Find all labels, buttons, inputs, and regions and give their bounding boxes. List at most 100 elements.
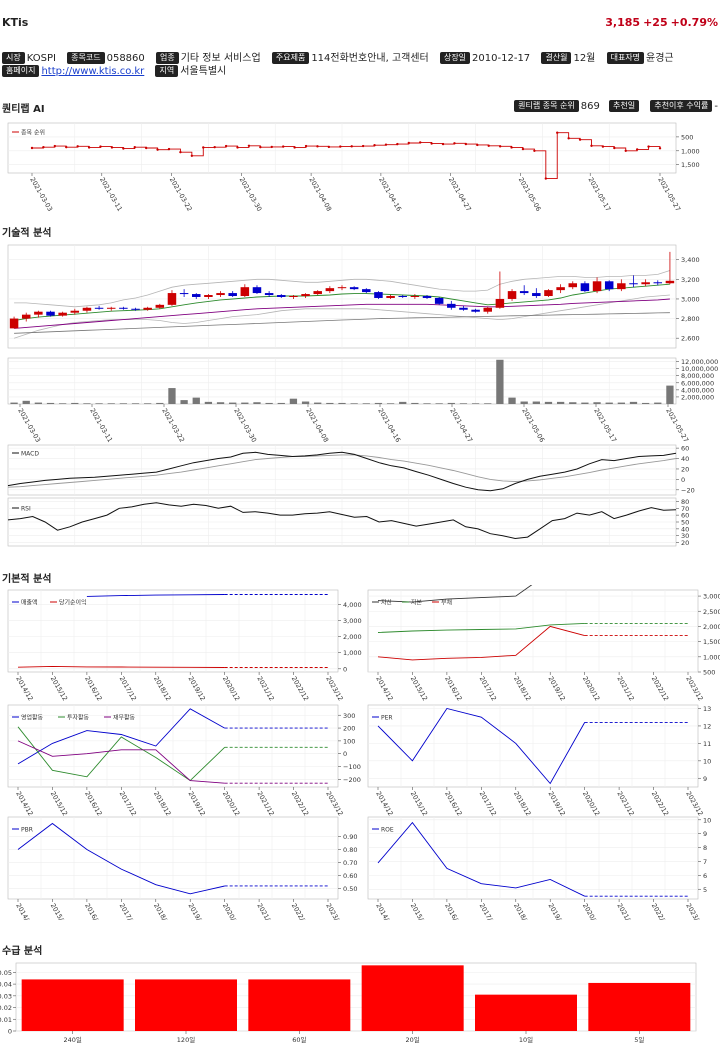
candle-body — [82, 307, 92, 311]
per-xtick-label: 2022/12 — [650, 790, 670, 817]
assets-legend-label: 자산 — [381, 599, 393, 607]
per-xtick-label: 2014/12 — [374, 790, 394, 817]
sales-ytick-label: 4,000 — [343, 601, 362, 609]
candle-body — [106, 307, 116, 309]
volume-bar — [374, 402, 383, 404]
candle-body — [240, 287, 250, 297]
price-ytick-label: 3,200 — [681, 276, 700, 284]
pbr-ytick-label: 0.60 — [343, 872, 357, 880]
fundamental-charts: 0 1,000 2,000 3,000 4,000 2014/12 2015/12 2016/… — [7, 585, 720, 920]
roe-xtick-label: 2023/12 — [684, 902, 704, 920]
volume-bar — [508, 397, 516, 404]
volume-bar — [253, 402, 261, 404]
candle-body — [46, 311, 55, 316]
price-box: 3,185 +25 +0.79% — [602, 16, 718, 29]
volume-bar — [216, 402, 225, 404]
volume-xtick-label: 2021-03-22 — [160, 407, 186, 444]
stock-title: KTis — [2, 16, 29, 29]
candle-body — [568, 283, 578, 288]
section-ai-title: 퀀티랩 AI — [2, 104, 45, 115]
macd-line — [7, 451, 677, 492]
volume-bar — [326, 402, 334, 404]
volume-ytick-label: 10,000,000 — [681, 365, 718, 373]
volume-xtick-label: 2021-04-08 — [304, 407, 330, 444]
info-row-1: 시장 KOSPI 종목코드 058860 업종 기타 정보 서비스업 주요제품 114전… — [2, 52, 682, 66]
candle-body — [119, 307, 128, 309]
section-tech-title: 기술적 분석 — [2, 228, 52, 239]
sales-xtick-label: 2016/12 — [83, 675, 103, 702]
roe-ytick-label: 8 — [703, 844, 707, 852]
volume-bar — [641, 402, 650, 404]
price-ytick-label: 3,000 — [681, 295, 700, 303]
assets-ytick-label: 3,000 — [703, 593, 720, 601]
sales-xtick-label: 2021/12 — [255, 675, 275, 702]
assets-xtick-label: 2014/12 — [374, 675, 394, 702]
per-ytick-label: 13 — [703, 705, 711, 713]
volume-bar — [59, 403, 67, 404]
volume-bar — [520, 401, 528, 404]
candle-body — [58, 312, 67, 316]
supply-bar — [588, 982, 691, 1031]
cashflow-xtick-label: 2019/12 — [186, 790, 206, 817]
supply-bar — [475, 994, 577, 1031]
volume-xtick-label: 2021-03-11 — [88, 407, 114, 444]
volume-bar — [34, 402, 43, 404]
assets-ytick-label: 2,000 — [703, 623, 720, 631]
return-tag: 추천이후 수익률 — [650, 100, 713, 112]
roe-ytick-label: 6 — [703, 872, 707, 880]
region-value: 서울특별시 — [180, 66, 227, 77]
region-tag: 지역 — [155, 65, 179, 77]
per-legend-label: PER — [381, 715, 393, 722]
sales-ytick-label: 1,000 — [343, 649, 362, 657]
supply-xtick-label: 240일 — [63, 1035, 81, 1044]
cashflow-ytick-label: 0 — [343, 750, 347, 758]
candle-body — [21, 314, 31, 319]
candle-body — [434, 297, 444, 304]
volume-bar — [484, 403, 492, 404]
rank-value: 869 — [580, 101, 600, 112]
header: KTis 3,185 +25 +0.79% — [0, 16, 720, 34]
cashflow-xtick-label: 2018/12 — [152, 790, 172, 817]
sales-xtick-label: 2019/12 — [186, 675, 206, 702]
rsi-ytick-label: 30 — [681, 532, 689, 540]
candle-body — [471, 309, 480, 312]
cashflow-xtick-label: 2020/12 — [221, 790, 241, 817]
sales-series-line — [86, 594, 225, 597]
candle-body — [9, 318, 19, 329]
volume-bar — [471, 403, 480, 404]
per-series-line — [377, 707, 586, 785]
roe-series-line — [377, 821, 585, 897]
price-ytick-label: 3,400 — [681, 256, 700, 264]
rank-ytick-label: 500 — [681, 133, 693, 141]
rank-xtick-label: 2021-04-27 — [447, 176, 473, 213]
assets-series-line — [377, 585, 533, 603]
assets-xtick-label: 2016/12 — [443, 675, 463, 702]
volume-bar — [666, 385, 674, 404]
candle-body — [398, 296, 407, 298]
volume-xtick-label: 2021-04-27 — [448, 407, 474, 444]
cashflow-xtick-label: 2021/12 — [255, 790, 275, 817]
volume-xtick-label: 2021-05-27 — [664, 407, 690, 444]
ceo-tag: 대표자명 — [606, 52, 645, 64]
rank-xtick-label: 2021-03-30 — [238, 176, 264, 213]
section-fund-title: 기본적 분석 — [2, 574, 52, 585]
candle-body — [556, 287, 565, 291]
volume-bar — [532, 401, 540, 404]
volume-bar — [556, 401, 565, 404]
rsi-line — [7, 502, 677, 540]
volume-bar — [581, 402, 589, 404]
candle-body — [617, 283, 626, 290]
rsi-ytick-label: 50 — [681, 519, 689, 527]
candle-body — [94, 307, 104, 309]
candle-body — [580, 283, 590, 292]
candle-body — [459, 307, 468, 310]
supply-ytick-label: 0.02 — [0, 1004, 12, 1012]
ceo-value: 윤경근 — [646, 53, 674, 64]
rank-line — [32, 132, 661, 180]
assets-xtick-label: 2019/12 — [546, 675, 566, 702]
supply-xtick-label: 60일 — [292, 1035, 306, 1044]
ma-purple-line — [14, 298, 670, 329]
assets-ytick-label: 1,500 — [703, 638, 720, 646]
homepage-link[interactable]: http://www.ktis.co.kr — [41, 66, 145, 77]
candle-body — [34, 311, 43, 315]
